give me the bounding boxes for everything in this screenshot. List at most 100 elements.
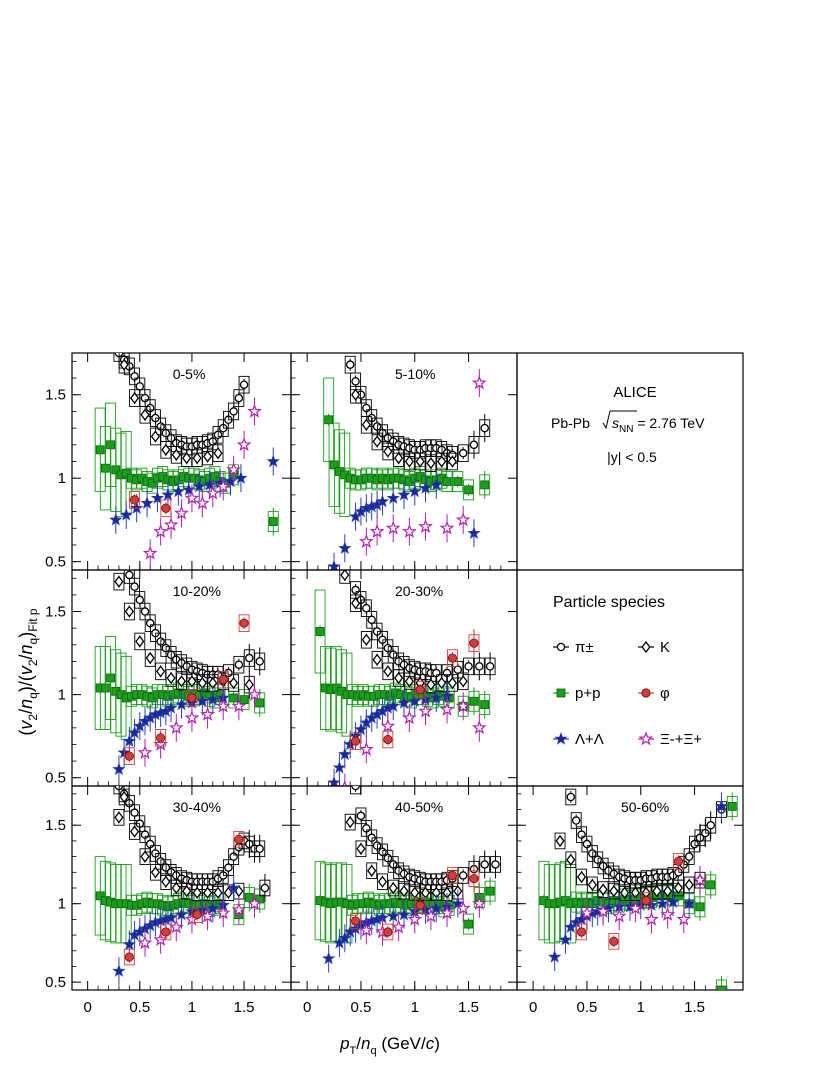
centrality-label: 50-60% bbox=[621, 799, 669, 815]
legend-marker bbox=[556, 688, 566, 698]
k-marker bbox=[119, 358, 129, 371]
xi-marker bbox=[163, 517, 179, 532]
k-marker bbox=[341, 323, 349, 333]
lambda-marker bbox=[266, 454, 280, 468]
legend-label: K bbox=[660, 639, 670, 656]
syst-box bbox=[377, 873, 388, 891]
pi-marker bbox=[130, 582, 139, 591]
lambda-marker bbox=[122, 937, 137, 951]
lambda-marker bbox=[171, 484, 186, 498]
phi-marker bbox=[161, 503, 171, 513]
xi-marker bbox=[402, 523, 417, 538]
pi-marker bbox=[356, 811, 366, 821]
syst-box bbox=[640, 892, 652, 909]
phi-marker bbox=[129, 495, 140, 505]
legend-marker bbox=[638, 731, 654, 746]
syst-box bbox=[387, 879, 399, 897]
phi-marker bbox=[350, 916, 361, 926]
xi-marker bbox=[579, 905, 595, 920]
p-marker bbox=[727, 802, 737, 811]
k-marker bbox=[458, 675, 468, 688]
syst-box bbox=[149, 427, 161, 446]
xi-marker bbox=[247, 403, 262, 418]
syst-box bbox=[212, 444, 224, 462]
xi-marker bbox=[455, 512, 471, 527]
legend-label: Λ+Λ bbox=[575, 731, 604, 748]
p-marker bbox=[695, 902, 705, 912]
centrality-label: 5-10% bbox=[395, 366, 435, 382]
phi-marker bbox=[609, 936, 619, 946]
phi-marker bbox=[239, 618, 249, 628]
k-marker bbox=[182, 452, 192, 465]
syst-box bbox=[565, 851, 577, 869]
k-marker bbox=[383, 445, 393, 458]
lambda-marker bbox=[174, 697, 189, 711]
phi-marker bbox=[156, 733, 166, 743]
x-tick-label: 1.5 bbox=[684, 999, 705, 1016]
k-marker bbox=[399, 885, 409, 898]
xi-marker bbox=[174, 505, 189, 520]
xi-marker bbox=[455, 698, 471, 713]
syst-box bbox=[393, 669, 405, 687]
k-marker bbox=[663, 885, 673, 898]
lambda-marker bbox=[195, 694, 210, 707]
pi-marker bbox=[125, 570, 134, 580]
k-marker bbox=[161, 443, 171, 456]
x-tick-label: 0.5 bbox=[351, 999, 372, 1016]
panel-40-50%: 0 0.5 1 1.5 40-50% bbox=[290, 785, 518, 1016]
xi-marker bbox=[153, 736, 168, 751]
pi-marker bbox=[367, 615, 376, 625]
xi-marker bbox=[358, 533, 374, 548]
k-marker bbox=[150, 866, 161, 879]
syst-box bbox=[123, 602, 135, 621]
syst-box bbox=[233, 831, 245, 848]
pi-marker bbox=[245, 653, 254, 663]
k-marker bbox=[361, 418, 371, 431]
k-marker bbox=[447, 455, 458, 468]
k-marker bbox=[350, 388, 361, 401]
pi-marker bbox=[224, 863, 233, 872]
xi-marker bbox=[236, 437, 252, 452]
legend-entry: K bbox=[638, 639, 670, 656]
lambda-marker bbox=[467, 526, 481, 539]
lambda-marker bbox=[174, 907, 189, 921]
lambda-marker bbox=[127, 725, 142, 739]
syst-box bbox=[586, 876, 598, 894]
k-marker bbox=[213, 886, 223, 899]
lambda-marker bbox=[429, 901, 443, 915]
syst-box bbox=[463, 479, 475, 501]
xi-marker bbox=[402, 710, 417, 725]
p-marker bbox=[324, 415, 334, 425]
phi-marker bbox=[234, 834, 244, 844]
p-marker bbox=[453, 477, 463, 486]
k-marker bbox=[394, 671, 404, 685]
data-points bbox=[538, 788, 738, 990]
lambda-marker bbox=[558, 932, 573, 946]
centrality-label: 30-40% bbox=[173, 799, 221, 815]
pi-marker bbox=[351, 377, 360, 386]
k-marker bbox=[192, 886, 202, 899]
xi-marker bbox=[153, 523, 168, 538]
p-marker bbox=[268, 517, 278, 526]
lambda-marker bbox=[164, 910, 178, 924]
k-marker bbox=[356, 842, 366, 855]
syst-box bbox=[238, 375, 250, 394]
k-marker bbox=[361, 633, 371, 646]
k-marker bbox=[171, 448, 181, 461]
y-tick-label: 1.5 bbox=[45, 604, 66, 621]
legend-entry: φ bbox=[638, 685, 670, 702]
pi-marker bbox=[453, 665, 463, 674]
syst-box bbox=[355, 840, 367, 858]
syst-box bbox=[608, 933, 620, 950]
syst-box bbox=[414, 680, 426, 699]
lambda-marker bbox=[192, 479, 206, 493]
pi-marker bbox=[571, 816, 581, 825]
k-marker bbox=[350, 597, 361, 610]
y-tick-label: 1.5 bbox=[45, 817, 66, 834]
xi-marker bbox=[369, 523, 385, 538]
syst-box bbox=[360, 415, 372, 434]
xi-marker bbox=[184, 490, 200, 505]
panel-legend: Particle species π± Kp+p φ Λ+Λ Ξ-+Ξ+ bbox=[516, 569, 744, 787]
k-marker bbox=[202, 450, 213, 463]
k-marker bbox=[566, 853, 576, 866]
